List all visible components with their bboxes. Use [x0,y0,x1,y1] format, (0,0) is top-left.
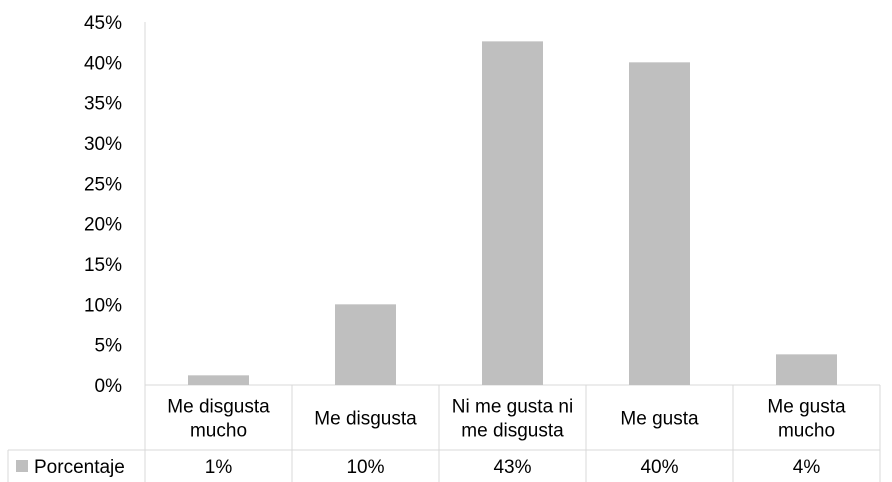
data-table-value: 40% [640,457,678,478]
bar [629,62,690,385]
y-tick-label: 45% [84,13,122,34]
bar [335,304,396,385]
data-table-value: 10% [346,457,384,478]
y-tick-label: 25% [84,174,122,195]
y-tick-label: 0% [95,376,123,397]
legend-label: Porcentaje [34,457,125,478]
y-tick-label: 40% [84,53,122,74]
data-table-value: 4% [793,457,821,478]
data-table-value: 1% [205,457,233,478]
y-tick-label: 5% [95,336,123,357]
x-category-label: mucho [190,421,247,442]
data-table-value: 43% [493,457,531,478]
x-category-label: Me disgusta [167,397,270,418]
x-category-label: Ni me gusta ni [452,397,573,418]
bar [776,354,837,385]
y-tick-label: 20% [84,215,122,236]
x-category-label: Me gusta [620,409,699,430]
y-tick-label: 15% [84,255,122,276]
bar [188,375,249,385]
y-tick-label: 30% [84,134,122,155]
bar [482,41,543,386]
x-category-label: Me disgusta [314,409,417,430]
x-category-label: Me gusta [767,397,846,418]
x-category-label: mucho [778,421,835,442]
y-tick-label: 35% [84,94,122,115]
x-category-label: me disgusta [461,421,564,442]
y-tick-label: 10% [84,295,122,316]
legend-swatch [16,460,28,472]
